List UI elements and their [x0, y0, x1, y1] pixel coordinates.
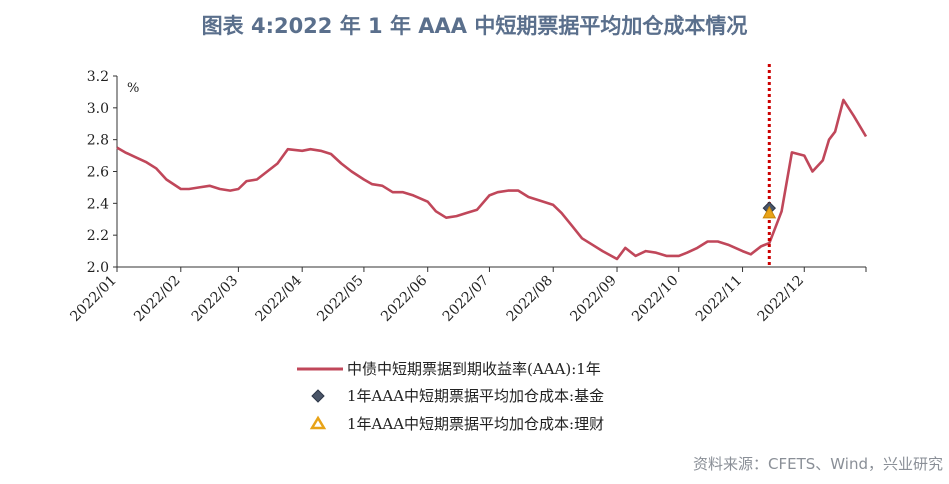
- x-tick-label: 2022/11: [693, 273, 745, 325]
- y-tick-label: 2.2: [87, 228, 109, 244]
- x-tick-label: 2022/01: [67, 273, 119, 325]
- x-tick-label: 2022/06: [378, 272, 431, 325]
- legend-triangle-marker: [309, 415, 327, 430]
- x-tick-label: 2022/03: [189, 273, 241, 325]
- x-axis: 2022/01 2022/02 2022/03 2022/04 2022/05 2022/…: [67, 266, 867, 325]
- source-note: 资料来源：CFETS、Wind，兴业研究: [693, 455, 943, 473]
- x-tick-label: 2022/05: [314, 273, 366, 325]
- legend-label-fund: 1年AAA中短期票据平均加仓成本:基金: [347, 387, 604, 405]
- y-tick-label: 2.0: [87, 260, 109, 276]
- chart-title: 图表 4:2022 年 1 年 AAA 中短期票据平均加仓成本情况: [201, 14, 748, 38]
- x-tick-label: 2022/10: [629, 273, 681, 325]
- y-tick-label: 2.6: [87, 165, 109, 181]
- legend-diamond-marker: [311, 389, 325, 403]
- y-axis: 2.0 2.2 2.4 2.6 2.8 3.0 3.2: [87, 69, 118, 276]
- legend-label-wealth: 1年AAA中短期票据平均加仓成本:理财: [347, 415, 604, 433]
- x-tick-label: 2022/12: [755, 273, 807, 325]
- x-tick-label: 2022/07: [440, 273, 492, 325]
- y-tick-label: 2.4: [87, 196, 109, 212]
- legend: 中债中短期票据到期收益率(AAA):1年 1年AAA中短期票据平均加仓成本:基金…: [297, 360, 604, 433]
- y-tick-label: 3.0: [87, 101, 109, 117]
- plot-area: [116, 64, 868, 267]
- x-tick-label: 2022/08: [504, 273, 556, 325]
- unit-label: %: [127, 81, 139, 96]
- y-tick-label: 2.8: [87, 133, 109, 149]
- series-line-yield: [116, 98, 868, 261]
- y-tick-label: 3.2: [87, 69, 109, 85]
- wealth-cost-point: [762, 205, 777, 219]
- x-tick-label: 2022/09: [567, 273, 619, 325]
- x-tick-label: 2022/02: [131, 273, 183, 325]
- legend-label-yield: 中债中短期票据到期收益率(AAA):1年: [347, 360, 601, 378]
- x-tick-label: 2022/04: [253, 272, 306, 325]
